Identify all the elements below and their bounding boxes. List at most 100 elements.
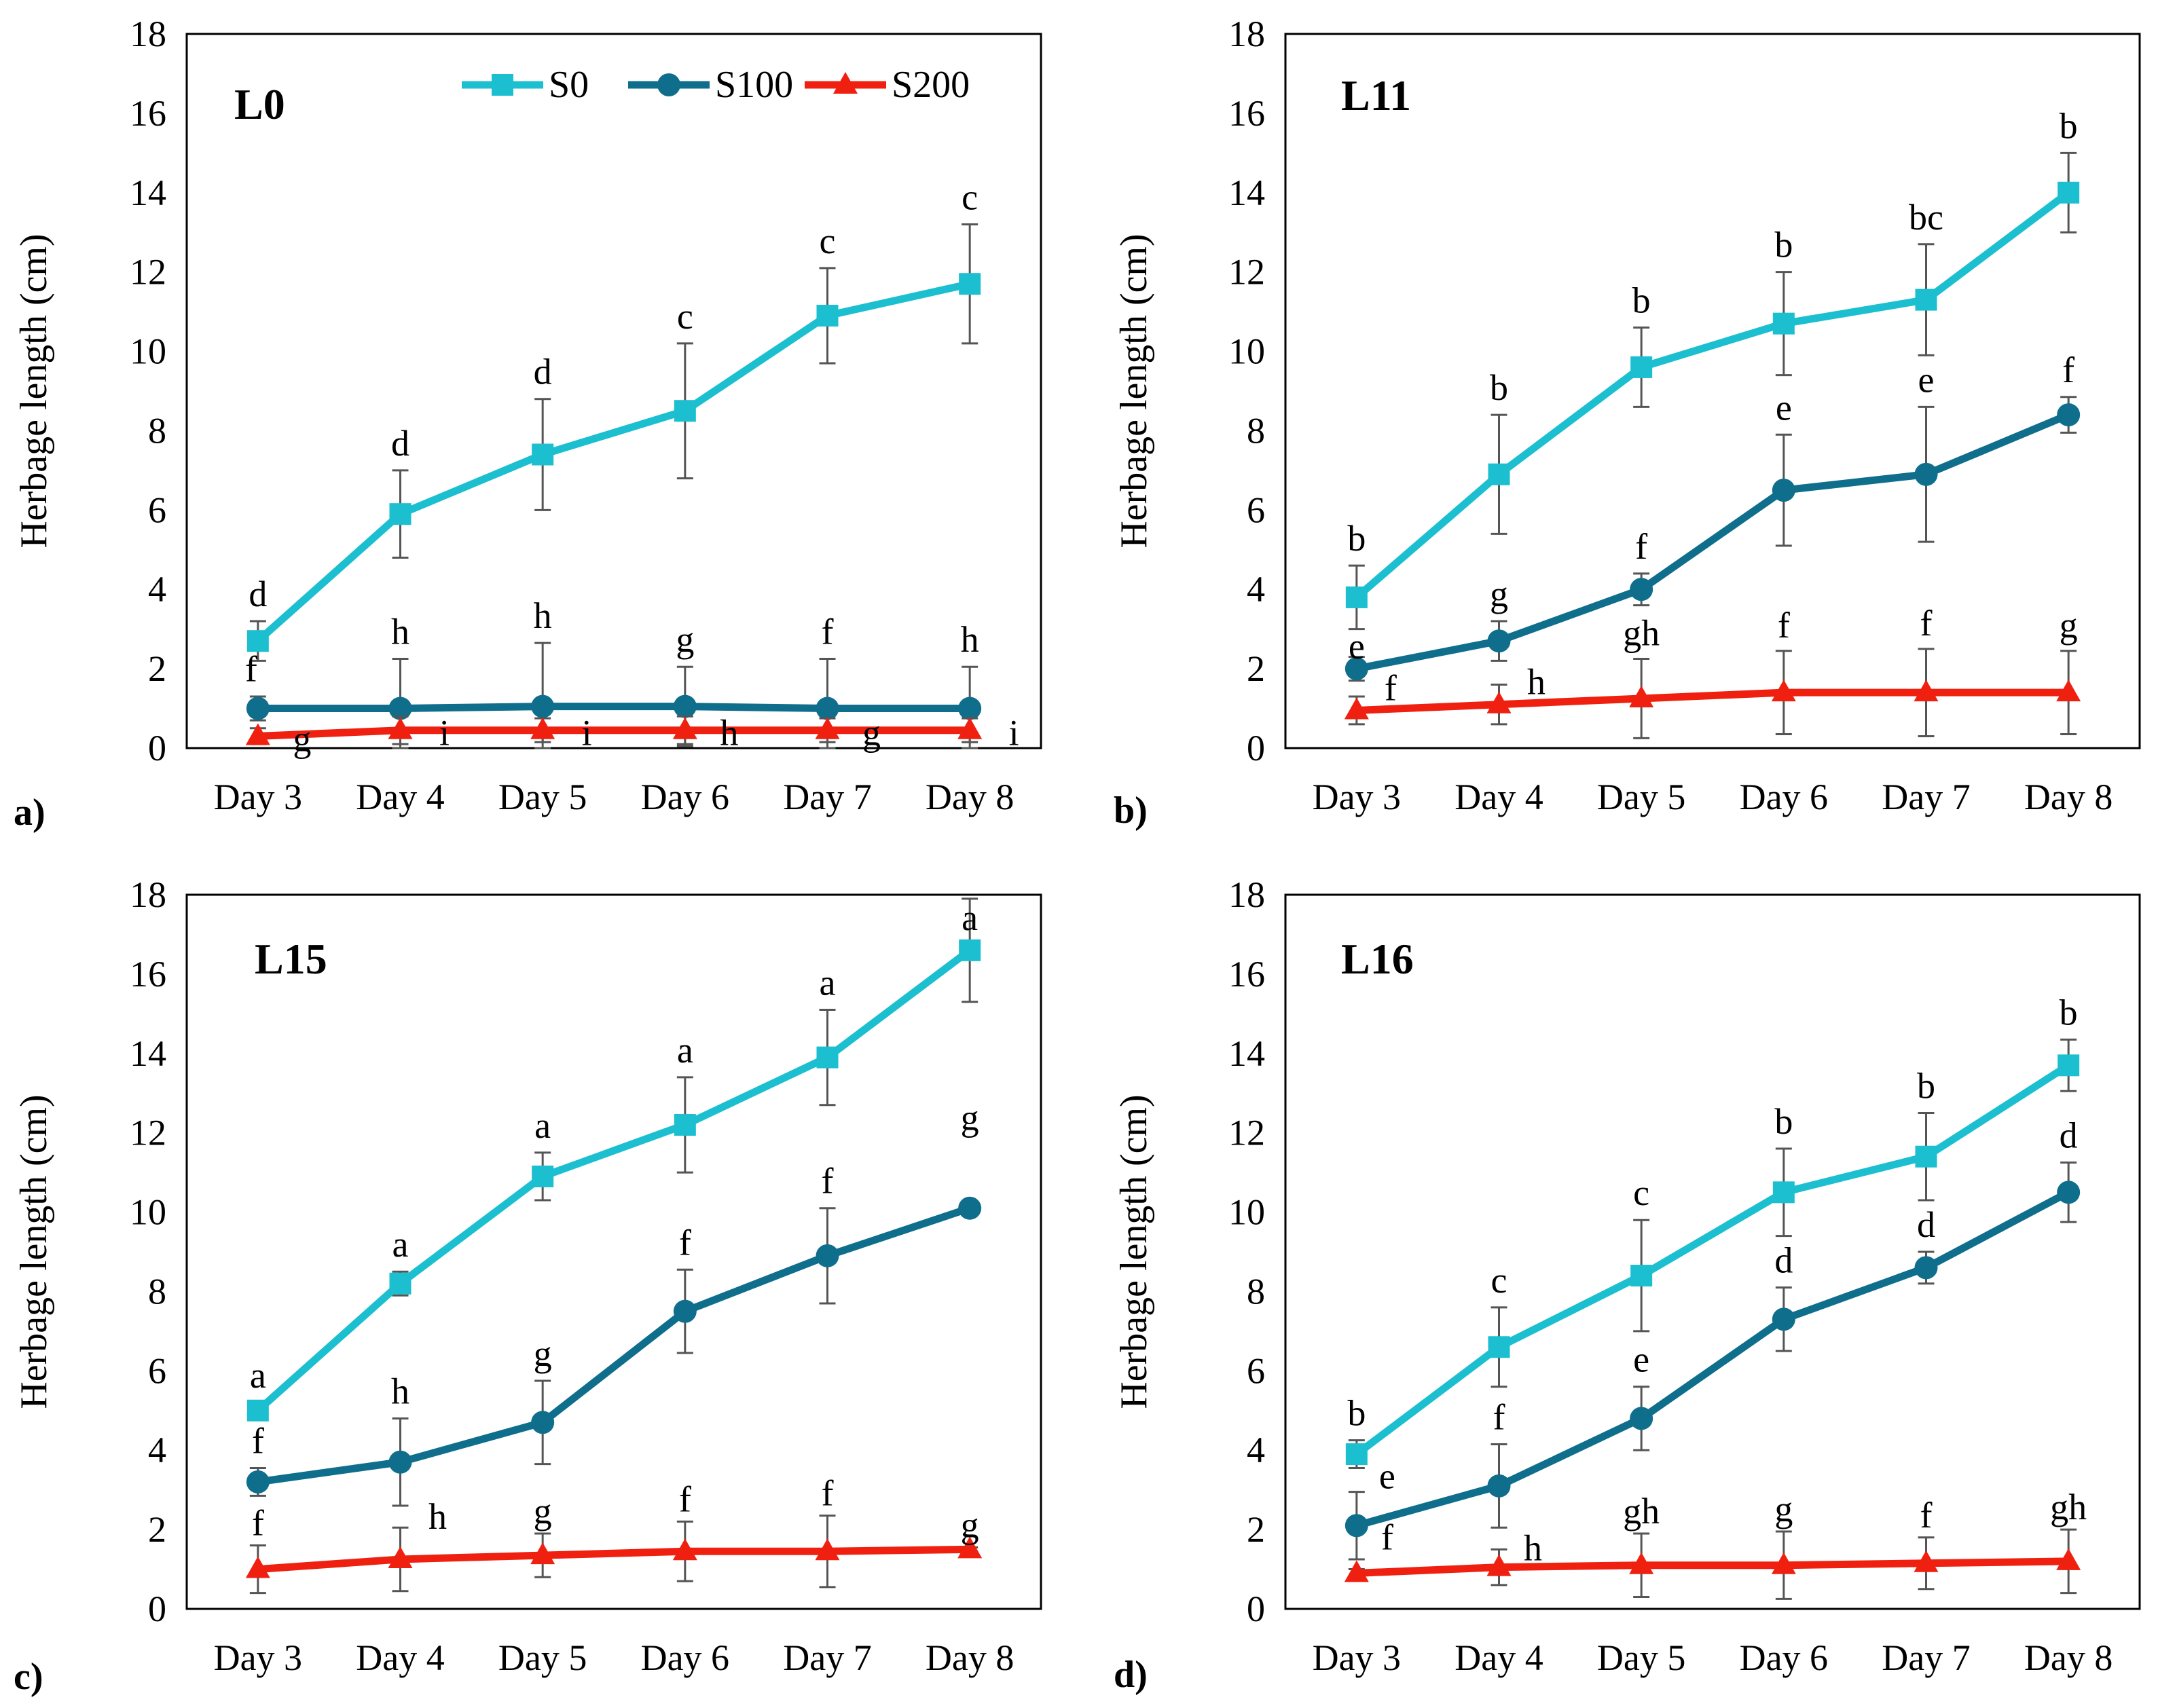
data-point bbox=[389, 1272, 412, 1295]
panel-label: d) bbox=[1114, 1654, 1148, 1696]
y-tick-label: 0 bbox=[148, 728, 166, 768]
y-axis-title: Herbage length (cm) bbox=[13, 1094, 55, 1409]
data-point bbox=[531, 1411, 555, 1434]
data-point bbox=[815, 1538, 840, 1561]
data-point bbox=[1630, 578, 1653, 601]
data-point bbox=[674, 400, 696, 422]
data-point bbox=[957, 1536, 983, 1559]
data-point bbox=[958, 1196, 982, 1220]
series-line bbox=[1355, 411, 2070, 673]
x-category-label: Day 6 bbox=[1740, 777, 1828, 817]
panel-title: L11 bbox=[1341, 71, 1411, 119]
y-tick-label: 12 bbox=[130, 252, 166, 293]
y-tick-label: 16 bbox=[130, 93, 166, 134]
data-point bbox=[1630, 356, 1653, 378]
y-tick-label: 4 bbox=[1247, 1430, 1265, 1470]
data-point bbox=[1914, 1256, 1938, 1280]
series-s100 bbox=[246, 1196, 982, 1507]
x-category-label: Day 8 bbox=[926, 777, 1014, 817]
y-tick-label: 0 bbox=[148, 1589, 166, 1629]
y-tick-label: 18 bbox=[1228, 14, 1265, 54]
series-s200 bbox=[1344, 648, 2081, 739]
x-category-label: Day 6 bbox=[641, 777, 729, 817]
significance-label: h bbox=[720, 713, 738, 754]
series-line bbox=[257, 1545, 970, 1574]
y-tick-label: 4 bbox=[148, 1430, 166, 1470]
data-point bbox=[388, 717, 413, 739]
significance-label: c bbox=[962, 177, 978, 218]
y-tick-label: 14 bbox=[130, 172, 166, 213]
significance-label: d bbox=[391, 423, 409, 464]
data-point bbox=[816, 697, 839, 720]
data-point bbox=[1486, 691, 1512, 713]
data-point bbox=[1488, 463, 1510, 485]
significance-label: g bbox=[2060, 605, 2078, 646]
significance-label: f bbox=[1920, 1495, 1933, 1536]
series-s0 bbox=[246, 223, 981, 662]
x-category-label: Day 5 bbox=[498, 777, 587, 817]
legend-item-s100: S100 bbox=[628, 64, 793, 106]
data-point bbox=[245, 723, 270, 745]
data-point bbox=[1771, 680, 1796, 702]
y-tick-label: 6 bbox=[1247, 489, 1265, 530]
data-point bbox=[2058, 181, 2080, 204]
plot-frame bbox=[185, 893, 1042, 1610]
significance-label: h bbox=[1527, 662, 1546, 703]
significance-label: d bbox=[2060, 1115, 2078, 1156]
significance-label: a bbox=[534, 1105, 551, 1146]
panel-title: L16 bbox=[1341, 935, 1414, 983]
x-category-label: Day 6 bbox=[641, 1637, 729, 1678]
significance-label: b bbox=[2060, 105, 2078, 146]
significance-label: e bbox=[1918, 359, 1935, 400]
legend: S0 S100 S200 bbox=[462, 64, 970, 106]
data-point bbox=[673, 1299, 697, 1323]
series-line bbox=[257, 1204, 971, 1486]
significance-label: bc bbox=[1909, 197, 1943, 238]
legend-marker bbox=[492, 74, 513, 96]
significance-label: b bbox=[1917, 1065, 1935, 1106]
significance-label: e bbox=[1379, 1455, 1395, 1496]
data-point bbox=[1345, 1514, 1368, 1538]
series-s0 bbox=[246, 897, 981, 1422]
y-tick-label: 12 bbox=[130, 1113, 166, 1153]
x-category-label: Day 4 bbox=[1455, 1637, 1543, 1678]
data-point bbox=[532, 1165, 554, 1187]
data-point bbox=[246, 630, 269, 652]
data-point bbox=[672, 717, 697, 739]
data-point bbox=[2057, 1181, 2081, 1204]
data-point bbox=[1772, 1181, 1795, 1204]
data-point bbox=[1915, 289, 1937, 311]
data-point bbox=[2058, 1054, 2080, 1077]
x-category-label: Day 7 bbox=[1882, 1637, 1970, 1678]
y-tick-label: 2 bbox=[1247, 648, 1265, 689]
data-point bbox=[957, 717, 983, 739]
panel-label: b) bbox=[1114, 790, 1148, 832]
significance-label: f bbox=[2062, 350, 2074, 390]
y-tick-label: 16 bbox=[1228, 954, 1265, 995]
data-point bbox=[1629, 1552, 1654, 1574]
x-category-label: Day 8 bbox=[926, 1637, 1014, 1678]
significance-label: f bbox=[1778, 605, 1790, 646]
data-point bbox=[958, 697, 982, 720]
significance-label: e bbox=[1349, 626, 1365, 667]
significance-label: f bbox=[1920, 603, 1933, 644]
x-category-label: Day 7 bbox=[783, 777, 871, 817]
plot-frame bbox=[1284, 893, 2141, 1610]
legend-marker bbox=[657, 73, 680, 96]
series-s0 bbox=[1345, 151, 2080, 631]
significance-label: h bbox=[428, 1496, 447, 1537]
series-line bbox=[255, 280, 971, 644]
y-tick-label: 16 bbox=[130, 954, 166, 995]
significance-label: d bbox=[1774, 1240, 1793, 1281]
y-tick-label: 8 bbox=[1247, 1271, 1265, 1312]
series-line bbox=[1356, 1557, 2069, 1577]
significance-label: b bbox=[1774, 1101, 1793, 1142]
series-s200 bbox=[245, 715, 983, 745]
x-category-label: Day 7 bbox=[1882, 777, 1970, 817]
data-point bbox=[389, 503, 412, 525]
x-category-label: Day 5 bbox=[1597, 777, 1685, 817]
significance-label: gh bbox=[2050, 1487, 2087, 1527]
legend-item-s0: S0 bbox=[462, 64, 589, 106]
y-tick-label: 10 bbox=[1228, 1192, 1265, 1233]
significance-label: f bbox=[1381, 1517, 1393, 1557]
